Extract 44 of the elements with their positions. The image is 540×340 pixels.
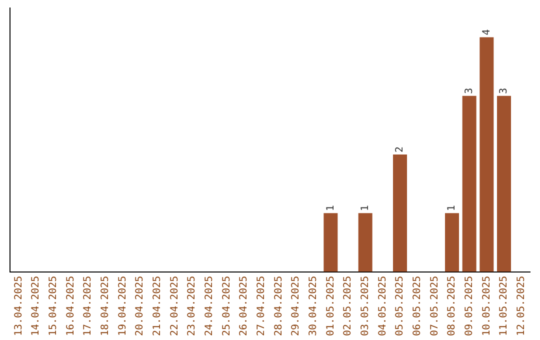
- x-tick-label: 22.04.2025: [169, 276, 180, 336]
- x-tick-label: 23.04.2025: [186, 276, 198, 336]
- data-label: 1: [360, 205, 371, 212]
- bar: [480, 37, 494, 272]
- x-tick-label: 25.04.2025: [221, 276, 232, 336]
- bar: [445, 213, 459, 272]
- data-label: 4: [481, 29, 492, 36]
- x-tick-label: 15.04.2025: [48, 276, 59, 336]
- bar: [462, 96, 476, 272]
- x-tick-label: 04.05.2025: [377, 276, 388, 336]
- x-tick-label: 13.04.2025: [13, 276, 24, 336]
- x-tick-label: 01.05.2025: [325, 276, 336, 336]
- x-tick-label: 26.04.2025: [238, 276, 250, 336]
- x-tick-label: 24.04.2025: [204, 276, 215, 336]
- x-tick-label: 08.05.2025: [446, 276, 458, 336]
- bar: [393, 154, 407, 272]
- data-label: 2: [394, 146, 406, 153]
- bar: [497, 96, 511, 272]
- x-tick-label: 17.04.2025: [82, 276, 94, 336]
- x-tick-label: 03.05.2025: [360, 276, 371, 336]
- bar: [358, 213, 372, 272]
- data-label: 1: [446, 205, 458, 212]
- data-label: 3: [498, 88, 510, 94]
- bar: [324, 213, 338, 272]
- x-tick-label: 10.05.2025: [481, 276, 492, 336]
- x-tick-label: 07.05.2025: [429, 276, 440, 336]
- data-label: 3: [464, 88, 475, 94]
- x-tick-label: 27.04.2025: [256, 276, 267, 336]
- x-tick-label: 02.05.2025: [342, 276, 354, 336]
- data-label: 1: [325, 205, 336, 212]
- x-tick-label: 19.04.2025: [117, 276, 128, 336]
- x-tick-label: 06.05.2025: [412, 276, 423, 336]
- x-tick-label: 20.04.2025: [134, 276, 146, 336]
- x-tick-label: 18.04.2025: [100, 276, 111, 336]
- x-tick-label: 05.05.2025: [394, 276, 406, 336]
- x-tick-label: 12.05.2025: [516, 276, 527, 336]
- x-tick-label: 09.05.2025: [464, 276, 475, 336]
- x-tick-label: 21.04.2025: [152, 276, 163, 336]
- x-tick-label: 30.04.2025: [308, 276, 319, 336]
- x-tick-label: 11.05.2025: [498, 276, 510, 336]
- x-tick-label: 16.04.2025: [65, 276, 76, 336]
- x-tick-label: 14.04.2025: [30, 276, 42, 336]
- x-tick-label: 29.04.2025: [290, 276, 302, 336]
- x-tick-label: 28.04.2025: [273, 276, 284, 336]
